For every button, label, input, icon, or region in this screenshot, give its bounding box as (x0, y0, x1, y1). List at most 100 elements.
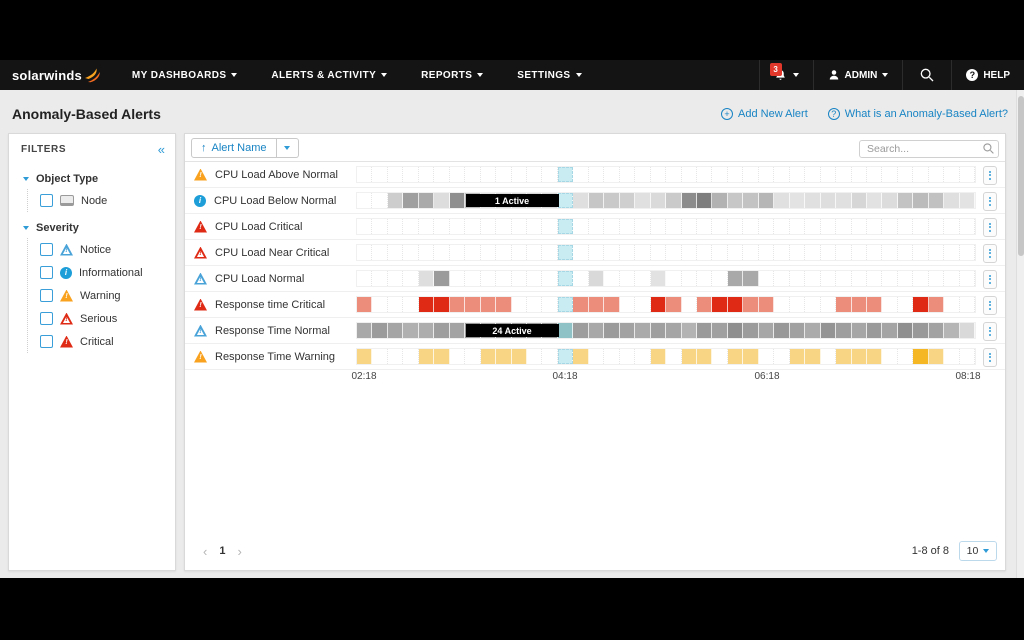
heat-cell[interactable] (604, 245, 620, 260)
heat-cell[interactable] (619, 271, 636, 286)
heat-cell[interactable] (387, 193, 404, 208)
nav-reports[interactable]: REPORTS (404, 60, 500, 90)
heat-cell[interactable] (944, 297, 960, 312)
heat-cell[interactable] (357, 349, 373, 364)
heat-cell[interactable] (774, 297, 790, 312)
heat-cell[interactable] (913, 245, 929, 260)
heat-cell[interactable] (604, 271, 620, 286)
heat-cell[interactable] (496, 271, 512, 286)
heat-cell[interactable] (619, 323, 636, 338)
heat-cell[interactable] (712, 271, 728, 286)
heat-cell[interactable] (604, 297, 620, 312)
heat-cell[interactable] (372, 219, 388, 234)
heat-cell[interactable] (403, 219, 419, 234)
heat-cell[interactable] (820, 167, 837, 182)
heat-cell[interactable] (542, 297, 558, 312)
heat-cell[interactable] (727, 193, 744, 208)
heat-cell[interactable] (542, 219, 558, 234)
heat-cell[interactable] (403, 167, 419, 182)
heat-cell[interactable] (959, 323, 976, 338)
heat-cell[interactable] (403, 297, 419, 312)
heat-cell[interactable] (774, 167, 790, 182)
row-menu-button[interactable] (983, 347, 997, 367)
node-checkbox[interactable] (40, 194, 53, 207)
heat-cell[interactable] (944, 245, 960, 260)
timeline-strip[interactable] (356, 244, 976, 261)
heat-cell[interactable] (496, 219, 512, 234)
filter-item-informational[interactable]: i Informational (40, 261, 175, 284)
sort-by-alert-name-button[interactable]: ↑ Alert Name (191, 137, 277, 158)
current-time-cell[interactable] (557, 167, 574, 182)
heat-cell[interactable] (681, 297, 697, 312)
heat-cell[interactable] (434, 219, 450, 234)
heat-cell[interactable] (897, 219, 914, 234)
heat-cell[interactable] (449, 349, 466, 364)
heat-cell[interactable] (449, 271, 466, 286)
heat-cell[interactable] (526, 271, 543, 286)
heat-cell[interactable] (635, 349, 651, 364)
heat-cell[interactable] (635, 323, 651, 338)
heat-cell[interactable] (743, 219, 759, 234)
heat-cell[interactable] (959, 219, 976, 234)
heat-cell[interactable] (712, 349, 728, 364)
heat-cell[interactable] (696, 297, 713, 312)
heat-cell[interactable] (619, 167, 636, 182)
heat-cell[interactable] (882, 167, 898, 182)
heat-cell[interactable] (588, 323, 605, 338)
heat-cell[interactable] (866, 193, 883, 208)
heat-cell[interactable] (789, 271, 806, 286)
heat-cell[interactable] (434, 271, 450, 286)
prev-page-button[interactable]: ‹ (203, 543, 208, 559)
heat-cell[interactable] (820, 323, 837, 338)
heat-cell[interactable] (511, 349, 527, 364)
heat-cell[interactable] (851, 349, 867, 364)
admin-menu[interactable]: ADMIN (814, 60, 903, 90)
heat-cell[interactable] (418, 193, 435, 208)
heat-cell[interactable] (928, 219, 945, 234)
heat-cell[interactable] (511, 167, 527, 182)
timeline-strip[interactable]: 24 Active (356, 322, 976, 339)
heat-cell[interactable] (820, 245, 837, 260)
heat-cell[interactable] (449, 167, 466, 182)
heat-cell[interactable] (959, 271, 976, 286)
heat-cell[interactable] (372, 245, 388, 260)
heat-cell[interactable] (573, 323, 589, 338)
heat-cell[interactable] (696, 219, 713, 234)
heat-cell[interactable] (758, 271, 775, 286)
heat-cell[interactable] (944, 193, 960, 208)
heat-cell[interactable] (758, 193, 775, 208)
heat-cell[interactable] (712, 245, 728, 260)
heat-cell[interactable] (526, 297, 543, 312)
heat-cell[interactable] (496, 245, 512, 260)
heat-cell[interactable] (836, 219, 852, 234)
heat-cell[interactable] (465, 245, 481, 260)
heat-cell[interactable] (573, 219, 589, 234)
heat-cell[interactable] (372, 193, 388, 208)
heat-cell[interactable] (480, 349, 497, 364)
current-time-cell[interactable] (557, 297, 574, 312)
heat-cell[interactable] (588, 219, 605, 234)
heat-cell[interactable] (465, 167, 481, 182)
heat-cell[interactable] (851, 323, 867, 338)
heat-cell[interactable] (928, 297, 945, 312)
heat-cell[interactable] (743, 323, 759, 338)
nav-my-dashboards[interactable]: MY DASHBOARDS (115, 60, 254, 90)
heat-cell[interactable] (959, 297, 976, 312)
heat-cell[interactable] (650, 219, 667, 234)
heat-cell[interactable] (434, 323, 450, 338)
heat-cell[interactable] (387, 271, 404, 286)
heat-cell[interactable] (727, 219, 744, 234)
heat-cell[interactable] (820, 219, 837, 234)
heat-cell[interactable] (696, 349, 713, 364)
heat-cell[interactable] (496, 349, 512, 364)
row-menu-button[interactable] (983, 191, 997, 211)
heat-cell[interactable] (357, 193, 373, 208)
heat-cell[interactable] (836, 271, 852, 286)
heat-cell[interactable] (789, 323, 806, 338)
heat-cell[interactable] (805, 245, 821, 260)
heat-cell[interactable] (619, 245, 636, 260)
heat-cell[interactable] (635, 271, 651, 286)
heat-cell[interactable] (913, 349, 929, 364)
heat-cell[interactable] (666, 297, 682, 312)
heat-cell[interactable] (805, 271, 821, 286)
